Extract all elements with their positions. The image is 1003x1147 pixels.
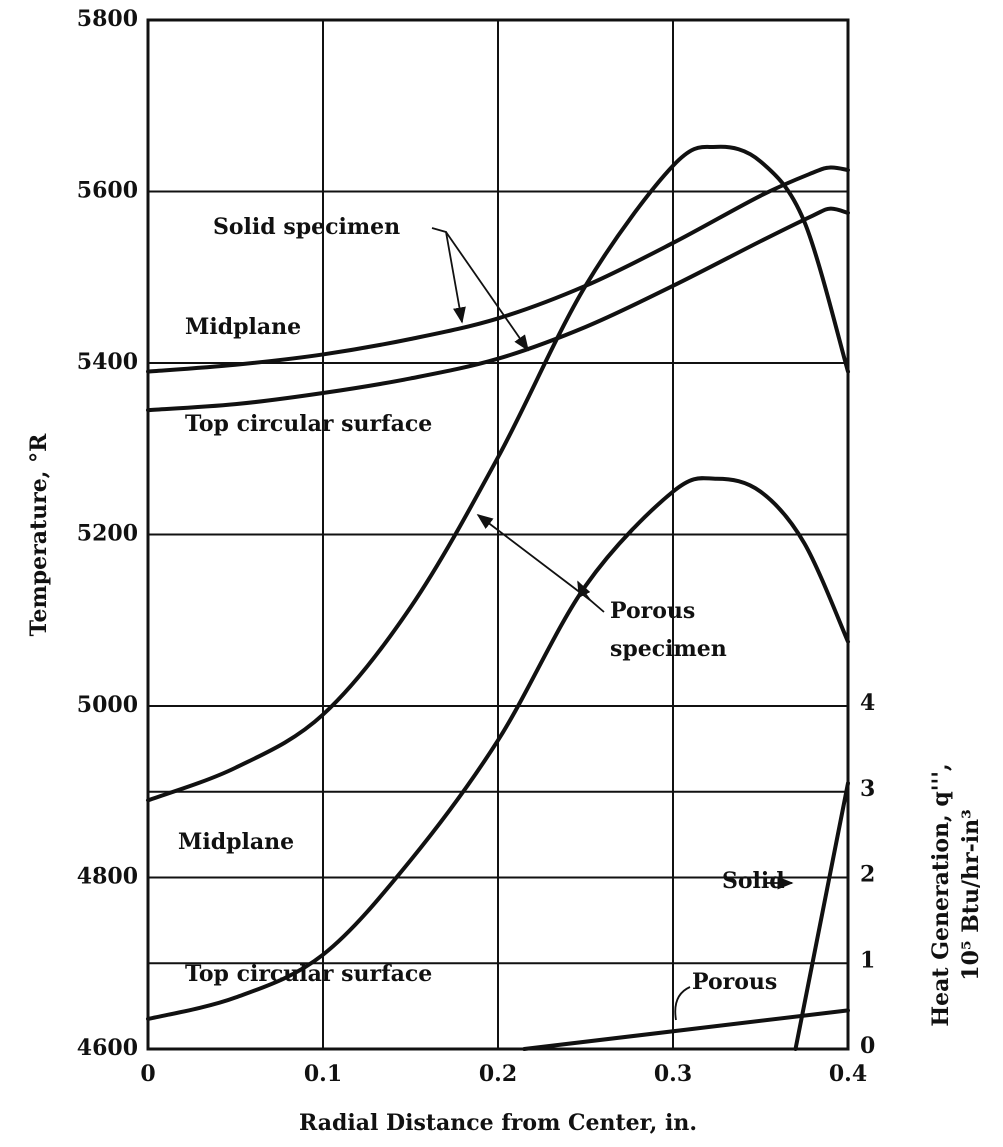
x-axis-label: Radial Distance from Center, in. [299, 1110, 697, 1136]
annotation: Top circular surface [185, 961, 432, 987]
annotation: specimen [610, 636, 727, 662]
series-line [793, 781, 850, 1051]
y2-tick-label: 1 [860, 947, 875, 973]
annotation: Porous [692, 969, 777, 995]
plot [146, 144, 850, 1051]
y-tick-label: 5400 [77, 349, 138, 375]
annotation: Midplane [185, 314, 301, 340]
y-tick-label: 5200 [77, 521, 138, 547]
y-axis-label: Temperature, °R [26, 433, 52, 636]
annotation: Solid specimen [213, 214, 400, 240]
x-tick-label: 0.3 [654, 1061, 692, 1087]
annotation: Porous [610, 598, 695, 624]
y2-axis-label: 10⁵ Btu/hr-in³ [958, 809, 984, 980]
y2-tick-label: 3 [860, 776, 875, 802]
y-tick-label: 4800 [77, 864, 138, 890]
x-tick-label: 0.2 [479, 1061, 517, 1087]
leader [431, 227, 466, 324]
y-tick-label: 5000 [77, 692, 138, 718]
series-line [146, 206, 850, 413]
series-line [146, 165, 850, 374]
annotation: Solid [722, 868, 785, 894]
annotation: Midplane [178, 829, 294, 855]
annotation: Top circular surface [185, 411, 432, 437]
x-tick-label: 0 [140, 1061, 155, 1087]
series-line [146, 476, 850, 1021]
series-line [146, 144, 850, 803]
x-tick-label: 0.1 [304, 1061, 342, 1087]
y-tick-label: 5800 [77, 6, 138, 32]
leader [674, 986, 691, 1021]
plot-frame [146, 18, 850, 1051]
y-tick-label: 5600 [77, 178, 138, 204]
leader [476, 514, 605, 613]
grid [147, 19, 849, 1050]
x-tick-label: 0.4 [829, 1061, 867, 1087]
leader [577, 580, 591, 601]
y2-tick-label: 4 [860, 690, 875, 716]
leader [445, 231, 529, 352]
y2-tick-label: 2 [860, 862, 875, 888]
y2-tick-label: 0 [860, 1033, 875, 1059]
y2-axis-label: Heat Generation, q''', [928, 763, 954, 1026]
leaders [431, 227, 794, 1021]
series-line [522, 1008, 850, 1051]
y-tick-label: 4600 [77, 1035, 138, 1061]
